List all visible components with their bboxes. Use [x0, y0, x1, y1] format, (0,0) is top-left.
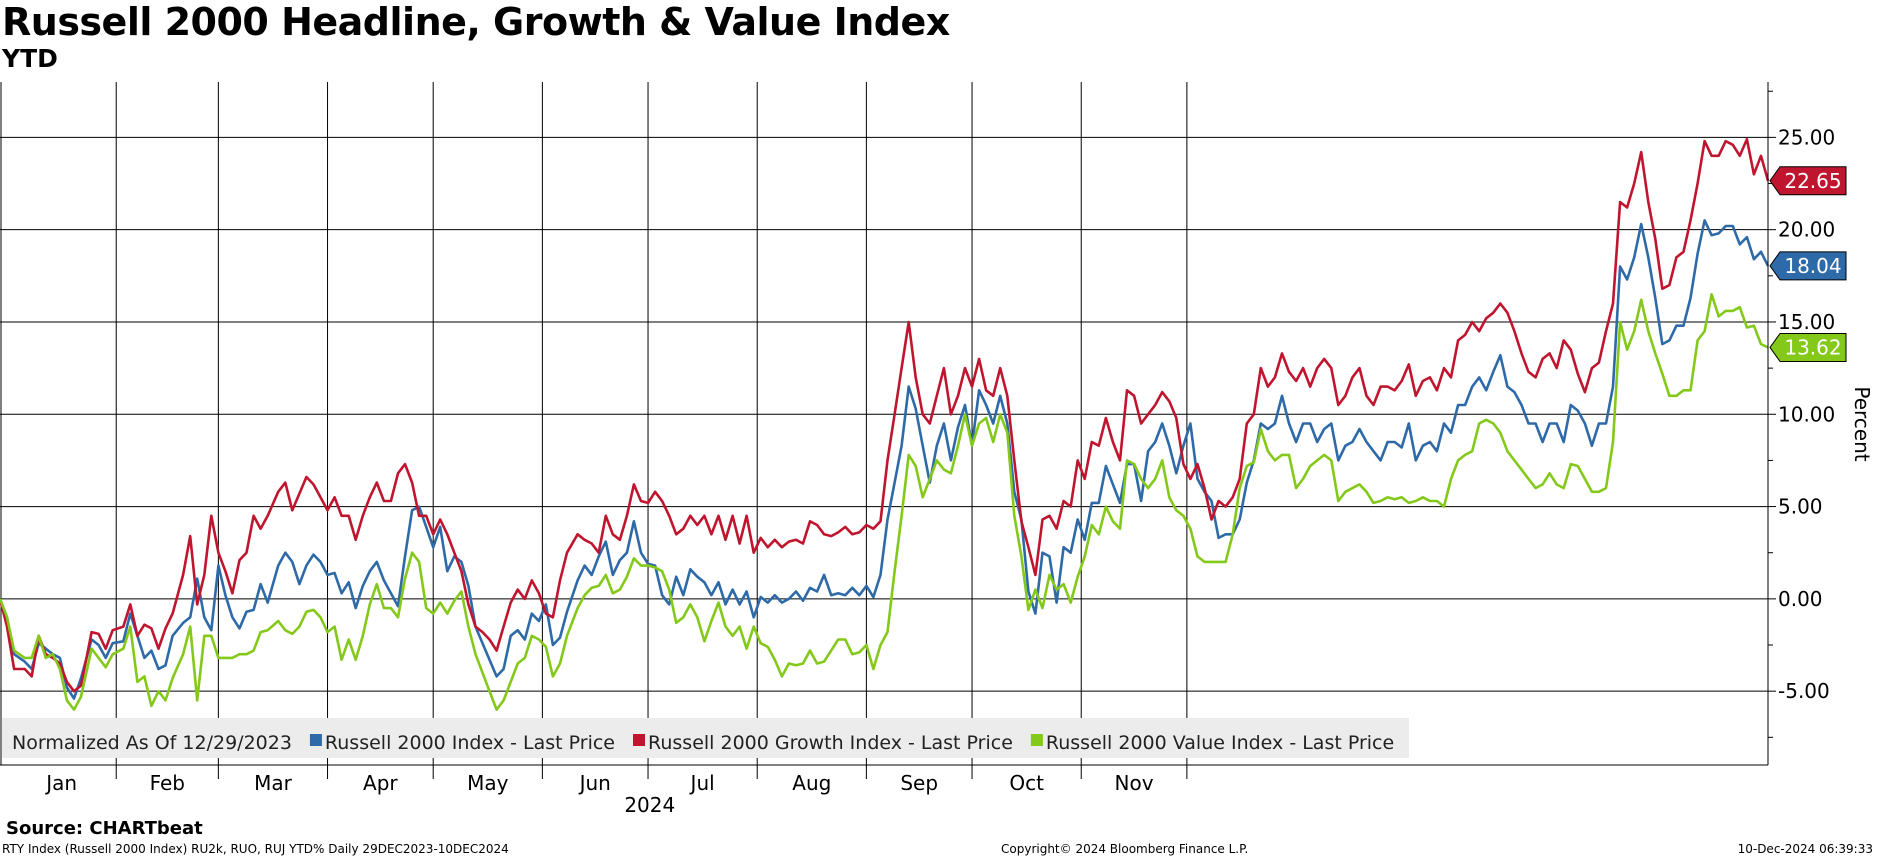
line-chart: 25.00 20.00 15.00 10.00 5.00 0.00 -5.00 Jan Feb M…	[0, 82, 1874, 817]
x-tick-label: Aug	[792, 771, 831, 795]
series-lines	[0, 137, 1770, 711]
y-tick-label: -5.00	[1778, 679, 1830, 703]
series-line-2	[0, 293, 1769, 711]
x-tick-label: Nov	[1115, 771, 1154, 795]
legend-label-2: Russell 2000 Value Index - Last Price	[1046, 732, 1394, 754]
x-tick-label: Jul	[689, 771, 715, 795]
legend: Normalized As Of 12/29/2023 Russell 2000…	[2, 718, 1409, 758]
footer-ticker-info: RTY Index (Russell 2000 Index) RU2k, RUO…	[2, 842, 509, 856]
y-tick-label: 10.00	[1778, 402, 1835, 426]
series-line-1	[0, 137, 1770, 693]
last-value-tag	[1769, 251, 1847, 281]
legend-prefix: Normalized As Of 12/29/2023	[12, 732, 292, 754]
x-tick-label: Oct	[1009, 771, 1044, 795]
last-value-tag	[1769, 332, 1847, 362]
last-value-label-1: 22.65	[1769, 166, 1847, 196]
grid-lines	[0, 82, 1768, 779]
x-tick-label: Mar	[254, 771, 293, 795]
y-tick-label: 20.00	[1778, 218, 1835, 242]
legend-swatch-0	[309, 734, 322, 746]
last-value-text: 13.62	[1784, 335, 1841, 359]
x-tick-label: Jun	[578, 771, 611, 795]
y-axis-title: Percent	[1850, 386, 1874, 461]
legend-background	[2, 718, 1409, 758]
y-tick-label: 0.00	[1778, 587, 1823, 611]
last-value-label-0: 18.04	[1769, 251, 1847, 281]
last-value-text: 22.65	[1784, 169, 1841, 193]
x-tick-label: Feb	[150, 771, 185, 795]
last-value-tag	[1769, 166, 1847, 196]
footer-timestamp: 10-Dec-2024 06:39:33	[1737, 842, 1873, 856]
chart-subtitle: YTD	[2, 44, 58, 73]
x-tick-label: Apr	[363, 771, 398, 795]
x-tick-label: May	[467, 771, 509, 795]
legend-label-0: Russell 2000 Index - Last Price	[325, 732, 615, 754]
chart-title: Russell 2000 Headline, Growth & Value In…	[2, 0, 950, 44]
axes: 25.00 20.00 15.00 10.00 5.00 0.00 -5.00 Jan Feb M…	[44, 82, 1874, 817]
y-tick-label: 15.00	[1778, 310, 1835, 334]
y-tick-label: 25.00	[1778, 125, 1835, 149]
last-value-label-2: 13.62	[1769, 332, 1847, 362]
x-tick-label: Sep	[900, 771, 938, 795]
legend-swatch-1	[633, 734, 645, 746]
series-line-0	[0, 219, 1770, 700]
last-value-text: 18.04	[1784, 254, 1841, 278]
x-tick-label: Jan	[44, 771, 77, 795]
footer-copyright: Copyright© 2024 Bloomberg Finance L.P.	[1001, 842, 1249, 856]
source-note: Source: CHARTbeat	[6, 818, 203, 839]
legend-swatch-2	[1030, 734, 1043, 746]
legend-label-1: Russell 2000 Growth Index - Last Price	[648, 732, 1013, 754]
x-axis-year-label: 2024	[624, 793, 675, 817]
y-tick-label: 5.00	[1778, 495, 1823, 519]
